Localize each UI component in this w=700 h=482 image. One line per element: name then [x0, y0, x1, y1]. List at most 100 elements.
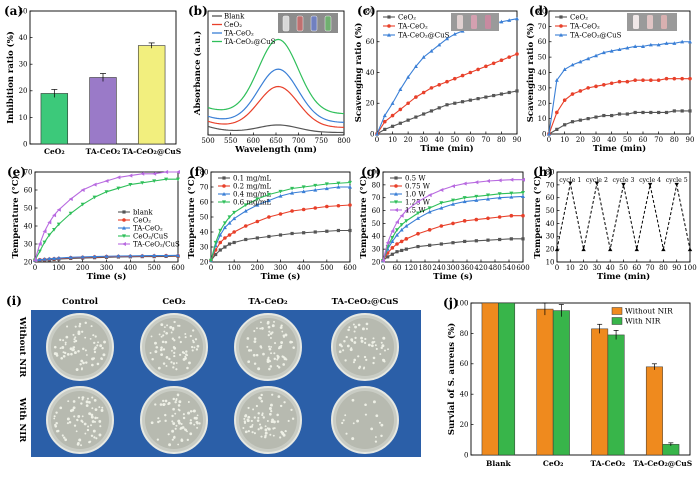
colony — [90, 415, 94, 419]
colony — [269, 403, 273, 407]
x-tick-label: 40 — [606, 264, 615, 272]
colony — [92, 334, 95, 337]
x-tick-label: 600 — [247, 137, 260, 145]
colony — [162, 403, 166, 407]
data-point — [266, 192, 271, 197]
colony — [79, 363, 82, 366]
legend-swatch — [611, 317, 623, 325]
colony — [187, 411, 191, 415]
category-label: TA-CeO₂@CuS — [122, 147, 181, 156]
colony — [249, 425, 252, 429]
bar-1-0 — [498, 302, 516, 456]
y-tick-label: 0 — [542, 130, 546, 138]
colony — [77, 396, 80, 399]
data-point — [563, 123, 567, 127]
legend-label: 0.75 W — [405, 183, 431, 191]
data-point — [80, 254, 85, 259]
data-point — [278, 194, 283, 198]
cycle-annotation: cycle 2 — [586, 177, 608, 184]
colony — [160, 323, 164, 327]
panel-label: (e) — [7, 165, 26, 179]
colony — [374, 440, 378, 443]
y-tick-label: 40 — [538, 69, 547, 77]
colony — [167, 402, 170, 406]
colony — [257, 367, 261, 371]
data-point — [486, 179, 490, 183]
y-tick-label: 20 — [19, 87, 28, 95]
colony — [186, 354, 189, 357]
colony — [270, 410, 273, 413]
data-point — [140, 181, 145, 185]
colony — [165, 365, 168, 367]
colony — [344, 414, 347, 417]
data-point — [164, 170, 169, 174]
colony — [266, 320, 270, 324]
data-point — [92, 254, 97, 259]
colony — [171, 414, 174, 418]
data-point — [462, 219, 467, 223]
data-point — [395, 220, 399, 225]
colony — [184, 428, 188, 432]
data-point — [521, 190, 525, 195]
x-tick-label: 50 — [450, 136, 459, 144]
data-point — [140, 253, 145, 258]
colony — [194, 338, 198, 341]
data-point — [641, 44, 645, 48]
data-point — [445, 79, 449, 84]
colony — [268, 407, 272, 411]
data-point — [451, 241, 455, 245]
x-axis-label: Time (min) — [593, 143, 646, 154]
colony — [253, 337, 257, 341]
y-axis-label: Temperature (°C) — [532, 175, 543, 258]
data-point — [313, 183, 318, 188]
y-tick-label: 70 — [372, 194, 381, 202]
data-point — [649, 78, 653, 82]
colony — [383, 360, 386, 363]
panel-b: 500 550 600 650 700 750 800 Wavelength (nm) Abso… — [188, 4, 351, 155]
data-point — [474, 217, 479, 222]
colony — [162, 362, 166, 365]
colony — [100, 344, 103, 347]
colony — [247, 406, 250, 410]
data-point — [416, 231, 420, 236]
x-tick-label: 120 — [404, 264, 417, 272]
series-line-d-2 — [548, 41, 690, 135]
colony — [180, 438, 183, 441]
colony — [94, 408, 98, 412]
colony — [84, 432, 87, 435]
colony — [150, 335, 153, 338]
panel-label: (a) — [4, 4, 23, 18]
data-point — [218, 233, 223, 237]
inset-background — [278, 13, 338, 33]
colony — [78, 322, 82, 326]
x-tick-label: 60 — [632, 264, 641, 272]
colony — [163, 326, 166, 329]
colony — [96, 416, 99, 419]
colony — [281, 330, 284, 333]
colony — [90, 434, 94, 438]
data-point — [416, 216, 420, 220]
y-axis-label: Scavenging ratio (%) — [353, 23, 364, 123]
plot-frame — [34, 171, 179, 263]
data-point — [633, 78, 637, 82]
colony — [182, 357, 186, 361]
colony — [269, 332, 273, 335]
column-label: Control — [62, 297, 99, 307]
colony — [168, 357, 171, 361]
colony — [61, 434, 64, 437]
x-tick-label: 80 — [497, 136, 506, 144]
colony — [184, 336, 187, 339]
data-point — [664, 110, 669, 115]
category-label: CeO₂ — [44, 147, 65, 156]
category-label: CeO₂ — [543, 459, 564, 468]
data-point — [243, 203, 248, 207]
data-point — [42, 229, 47, 234]
colony — [272, 427, 275, 430]
colony — [375, 347, 378, 351]
colony — [260, 435, 263, 438]
y-tick-label: 60 — [546, 194, 555, 202]
colony — [378, 421, 381, 424]
data-point — [222, 225, 227, 230]
colony — [92, 357, 96, 360]
panel-label: (g) — [361, 165, 381, 179]
